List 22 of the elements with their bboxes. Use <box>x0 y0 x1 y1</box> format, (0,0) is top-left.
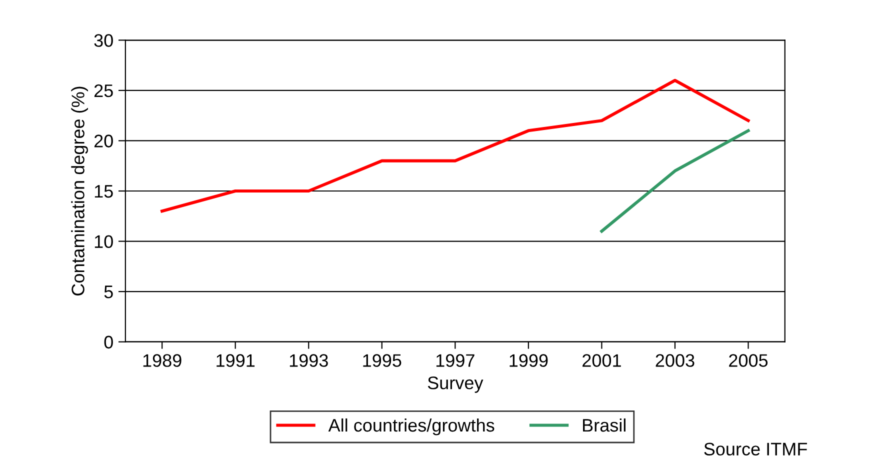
line-series <box>160 78 750 213</box>
x-tick-label: 2001 <box>582 354 621 367</box>
legend-label: All countries/growths <box>328 418 494 436</box>
x-axis-title: Survey <box>428 376 484 393</box>
y-tick-label: 30 <box>94 34 113 47</box>
source-note: Source ITMF <box>704 442 807 456</box>
y-tick-label: 5 <box>104 286 113 298</box>
x-tick-label: 1995 <box>363 354 402 367</box>
x-tick-label: 1993 <box>290 354 328 367</box>
y-tick-label: 25 <box>94 84 113 98</box>
y-tick-label: 10 <box>94 235 113 248</box>
y-tick-label: 15 <box>94 185 113 198</box>
y-tick-label: 20 <box>94 134 113 148</box>
x-tick-label: 2005 <box>729 354 768 367</box>
x-tick-label: 1989 <box>143 354 182 367</box>
legend-label: Brasil <box>583 418 626 432</box>
x-tick-label: 2003 <box>656 354 694 367</box>
y-tick-label: 0 <box>104 336 113 349</box>
x-tick-label: 1999 <box>510 354 548 367</box>
y-axis-title: Contamination degree (%) <box>71 86 88 296</box>
x-tick-label: 1991 <box>216 354 255 367</box>
x-tick-label: 1997 <box>436 354 474 367</box>
